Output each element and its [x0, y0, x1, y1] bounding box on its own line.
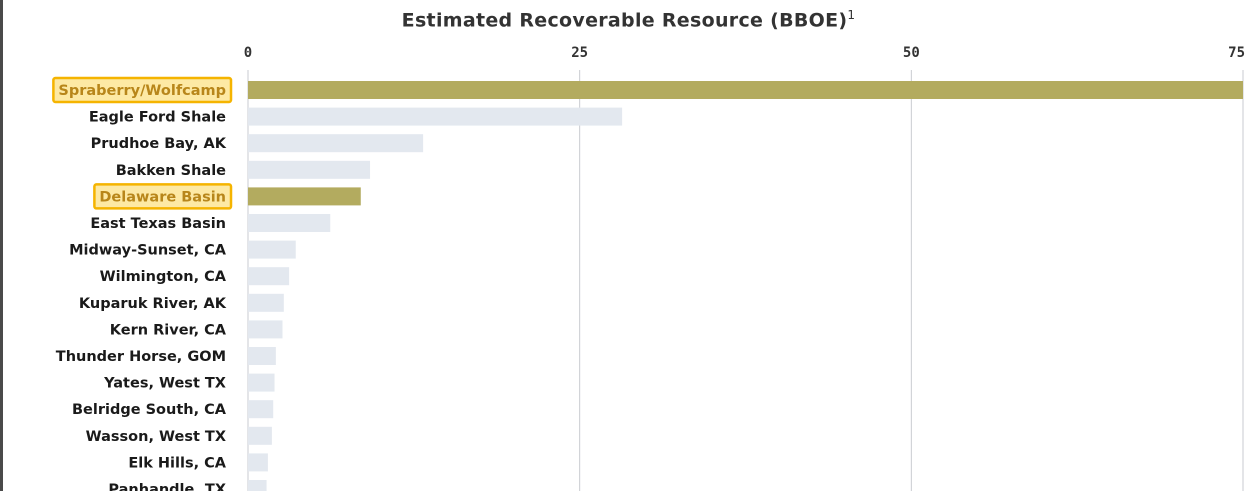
bar — [248, 320, 283, 339]
bar — [248, 160, 371, 179]
bar — [248, 373, 275, 392]
tick-layer: 0 25 50 75 — [244, 45, 1245, 61]
category-label: Bakken Shale — [116, 163, 226, 179]
bar — [248, 453, 268, 472]
highlight-box — [52, 76, 233, 104]
x-tick-label: 0 — [244, 45, 252, 61]
left-edge-border — [0, 0, 3, 491]
chart-title: Estimated Recoverable Resource (BBOE)1 — [0, 8, 1257, 31]
category-label: Eagle Ford Shale — [89, 110, 226, 126]
bar — [248, 134, 424, 153]
highlight-box-layer — [52, 76, 233, 210]
category-label: Thunder Horse, GOM — [56, 349, 226, 365]
category-label: Belridge South, CA — [72, 402, 227, 418]
grid-layer — [247, 70, 1244, 491]
category-label: Delaware Basin — [99, 189, 226, 205]
bar — [248, 347, 276, 365]
chart-title-superscript: 1 — [847, 8, 856, 22]
highlight-box — [93, 183, 233, 210]
x-tick-label: 50 — [903, 45, 920, 61]
category-label: Prudhoe Bay, AK — [91, 136, 227, 152]
category-label: Wilmington, CA — [100, 269, 227, 285]
category-label: Kuparuk River, AK — [79, 296, 227, 312]
bar — [248, 107, 623, 126]
bar — [248, 426, 272, 445]
bar — [248, 214, 331, 232]
category-label: Elk Hills, CA — [128, 455, 226, 471]
bar-layer — [248, 81, 1243, 491]
bar — [248, 81, 1243, 99]
category-label: Wasson, West TX — [86, 429, 226, 445]
category-label-layer: Spraberry/Wolfcamp Eagle Ford Shale Prudho… — [56, 83, 227, 491]
category-label: Kern River, CA — [110, 322, 227, 338]
category-label: Midway-Sunset, CA — [69, 243, 227, 259]
category-label: East Texas Basin — [90, 216, 226, 232]
category-label: Yates, West TX — [103, 376, 226, 392]
category-label: Panhandle, TX — [108, 482, 226, 491]
bar — [248, 400, 274, 419]
bar — [248, 293, 284, 312]
category-label: Spraberry/Wolfcamp — [58, 83, 226, 99]
bar — [248, 267, 290, 286]
bar — [248, 187, 361, 206]
x-tick-label: 25 — [571, 45, 588, 61]
chart-title-text: Estimated Recoverable Resource (BBOE) — [401, 9, 848, 32]
bar — [248, 480, 267, 491]
bar — [248, 240, 296, 259]
x-tick-label: 75 — [1228, 45, 1245, 61]
